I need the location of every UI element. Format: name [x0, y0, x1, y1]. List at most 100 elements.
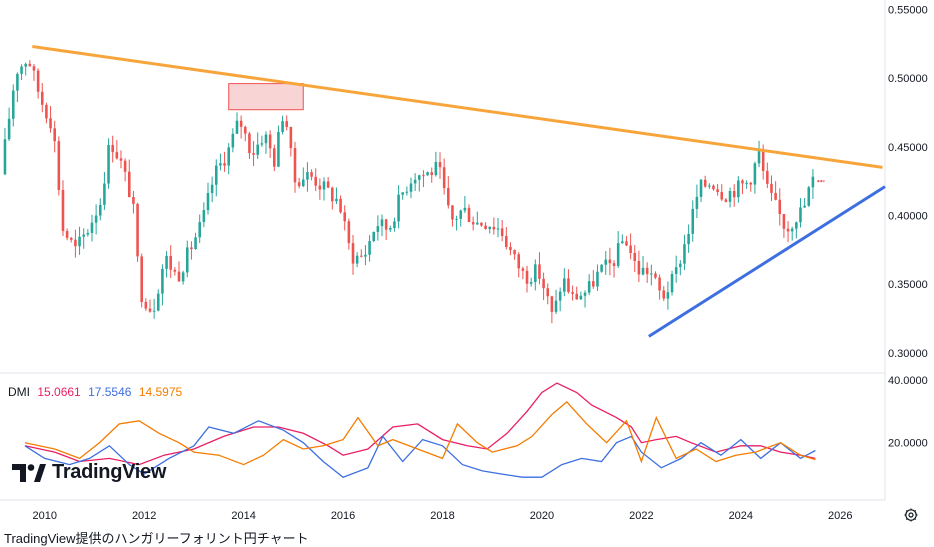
candle-body [235, 120, 239, 134]
candle-body [583, 292, 587, 296]
candle-body [546, 288, 550, 297]
candle-body [724, 199, 728, 202]
candle-body [65, 231, 69, 238]
candle-body [699, 179, 703, 197]
candle-body [123, 160, 127, 172]
candle-body [608, 259, 612, 264]
candle-body [331, 187, 334, 202]
dmi-tick-label: 20.0000 [888, 438, 928, 450]
candle-body [563, 278, 566, 292]
candle-body [695, 196, 699, 209]
candle-body [310, 172, 313, 177]
dmi-value-2: 17.5546 [88, 385, 132, 399]
candle-body [422, 175, 425, 177]
candle-body [650, 273, 653, 275]
candle-body [455, 218, 458, 220]
dmi-tick-label: 40.0000 [888, 375, 928, 387]
candle-body [98, 204, 102, 216]
candle-body [766, 170, 769, 184]
resistance-trendline[interactable] [32, 45, 883, 169]
candle-body [496, 228, 500, 230]
candle-body [803, 205, 806, 208]
highlight-box[interactable] [228, 83, 304, 111]
candle-body [567, 278, 570, 293]
candle-body [74, 239, 77, 247]
candle-body [248, 133, 251, 154]
candle-body [480, 222, 483, 226]
candle-body [409, 183, 413, 192]
candle-body [152, 310, 156, 312]
candle-body [206, 193, 210, 211]
candle-body [708, 185, 711, 187]
candle-body [712, 185, 715, 190]
support-trendline[interactable] [648, 185, 886, 338]
candle-body [227, 147, 230, 166]
candle-body [351, 243, 355, 264]
candle-body [268, 134, 272, 149]
dmi-legend[interactable]: DMI 15.0661 17.5546 14.5975 [8, 385, 186, 399]
candle-body [210, 184, 214, 194]
candle-body [32, 66, 36, 71]
candle-body [40, 91, 44, 105]
candle-body [430, 172, 434, 176]
candle-body [297, 182, 301, 187]
gear-icon[interactable] [903, 507, 919, 523]
candle-body [525, 270, 529, 284]
candle-body [621, 241, 624, 244]
time-tick-label: 2024 [729, 510, 753, 522]
candle-body [384, 219, 388, 230]
candle-body [260, 143, 264, 145]
dmi-label: DMI [8, 385, 30, 399]
candle-body [372, 231, 376, 242]
candle-body [136, 203, 139, 257]
candle-body [293, 148, 297, 183]
candle-body [36, 70, 40, 92]
candle-body [550, 296, 554, 312]
candle-body [749, 182, 753, 185]
trend-annotations[interactable] [32, 45, 886, 338]
candle-body [413, 179, 417, 184]
candle-body [641, 267, 645, 275]
candle-body [426, 172, 429, 176]
price-tick-label: 0.35000 [888, 279, 928, 291]
candle-body [132, 197, 135, 204]
candle-body [513, 250, 516, 255]
candle-body [529, 282, 533, 284]
candle-body [438, 161, 442, 168]
candle-body [587, 281, 591, 293]
candle-body [795, 222, 798, 229]
price-tick-label: 0.50000 [888, 73, 928, 85]
candle-body [181, 272, 185, 282]
candle-body [625, 241, 628, 246]
price-tick-label: 0.40000 [888, 210, 928, 222]
candle-body [289, 126, 293, 149]
candle-body [629, 245, 632, 254]
dmi-lines [24, 382, 816, 478]
candle-body [103, 183, 106, 205]
candle-body [107, 144, 110, 184]
candle-body [679, 263, 682, 268]
candle-body [94, 215, 98, 223]
candle-body [467, 207, 471, 223]
candle-body [484, 225, 487, 229]
candle-body [355, 255, 359, 264]
candle-body [243, 126, 247, 134]
candle-body [774, 192, 777, 200]
candle-body [11, 90, 15, 119]
candle-body [745, 182, 748, 184]
candle-body [558, 291, 562, 301]
candle-body [575, 293, 579, 300]
candle-body [90, 222, 94, 233]
candle-body [82, 234, 85, 237]
candle-body [579, 295, 583, 300]
candle-body [405, 191, 409, 193]
candle-body [633, 253, 637, 261]
candle-body [778, 199, 782, 215]
candle-body [190, 247, 193, 249]
candle-body [654, 273, 657, 278]
candle-body [7, 118, 11, 140]
candle-body [674, 267, 678, 274]
candle-body [61, 189, 65, 232]
candle-body [658, 277, 661, 291]
